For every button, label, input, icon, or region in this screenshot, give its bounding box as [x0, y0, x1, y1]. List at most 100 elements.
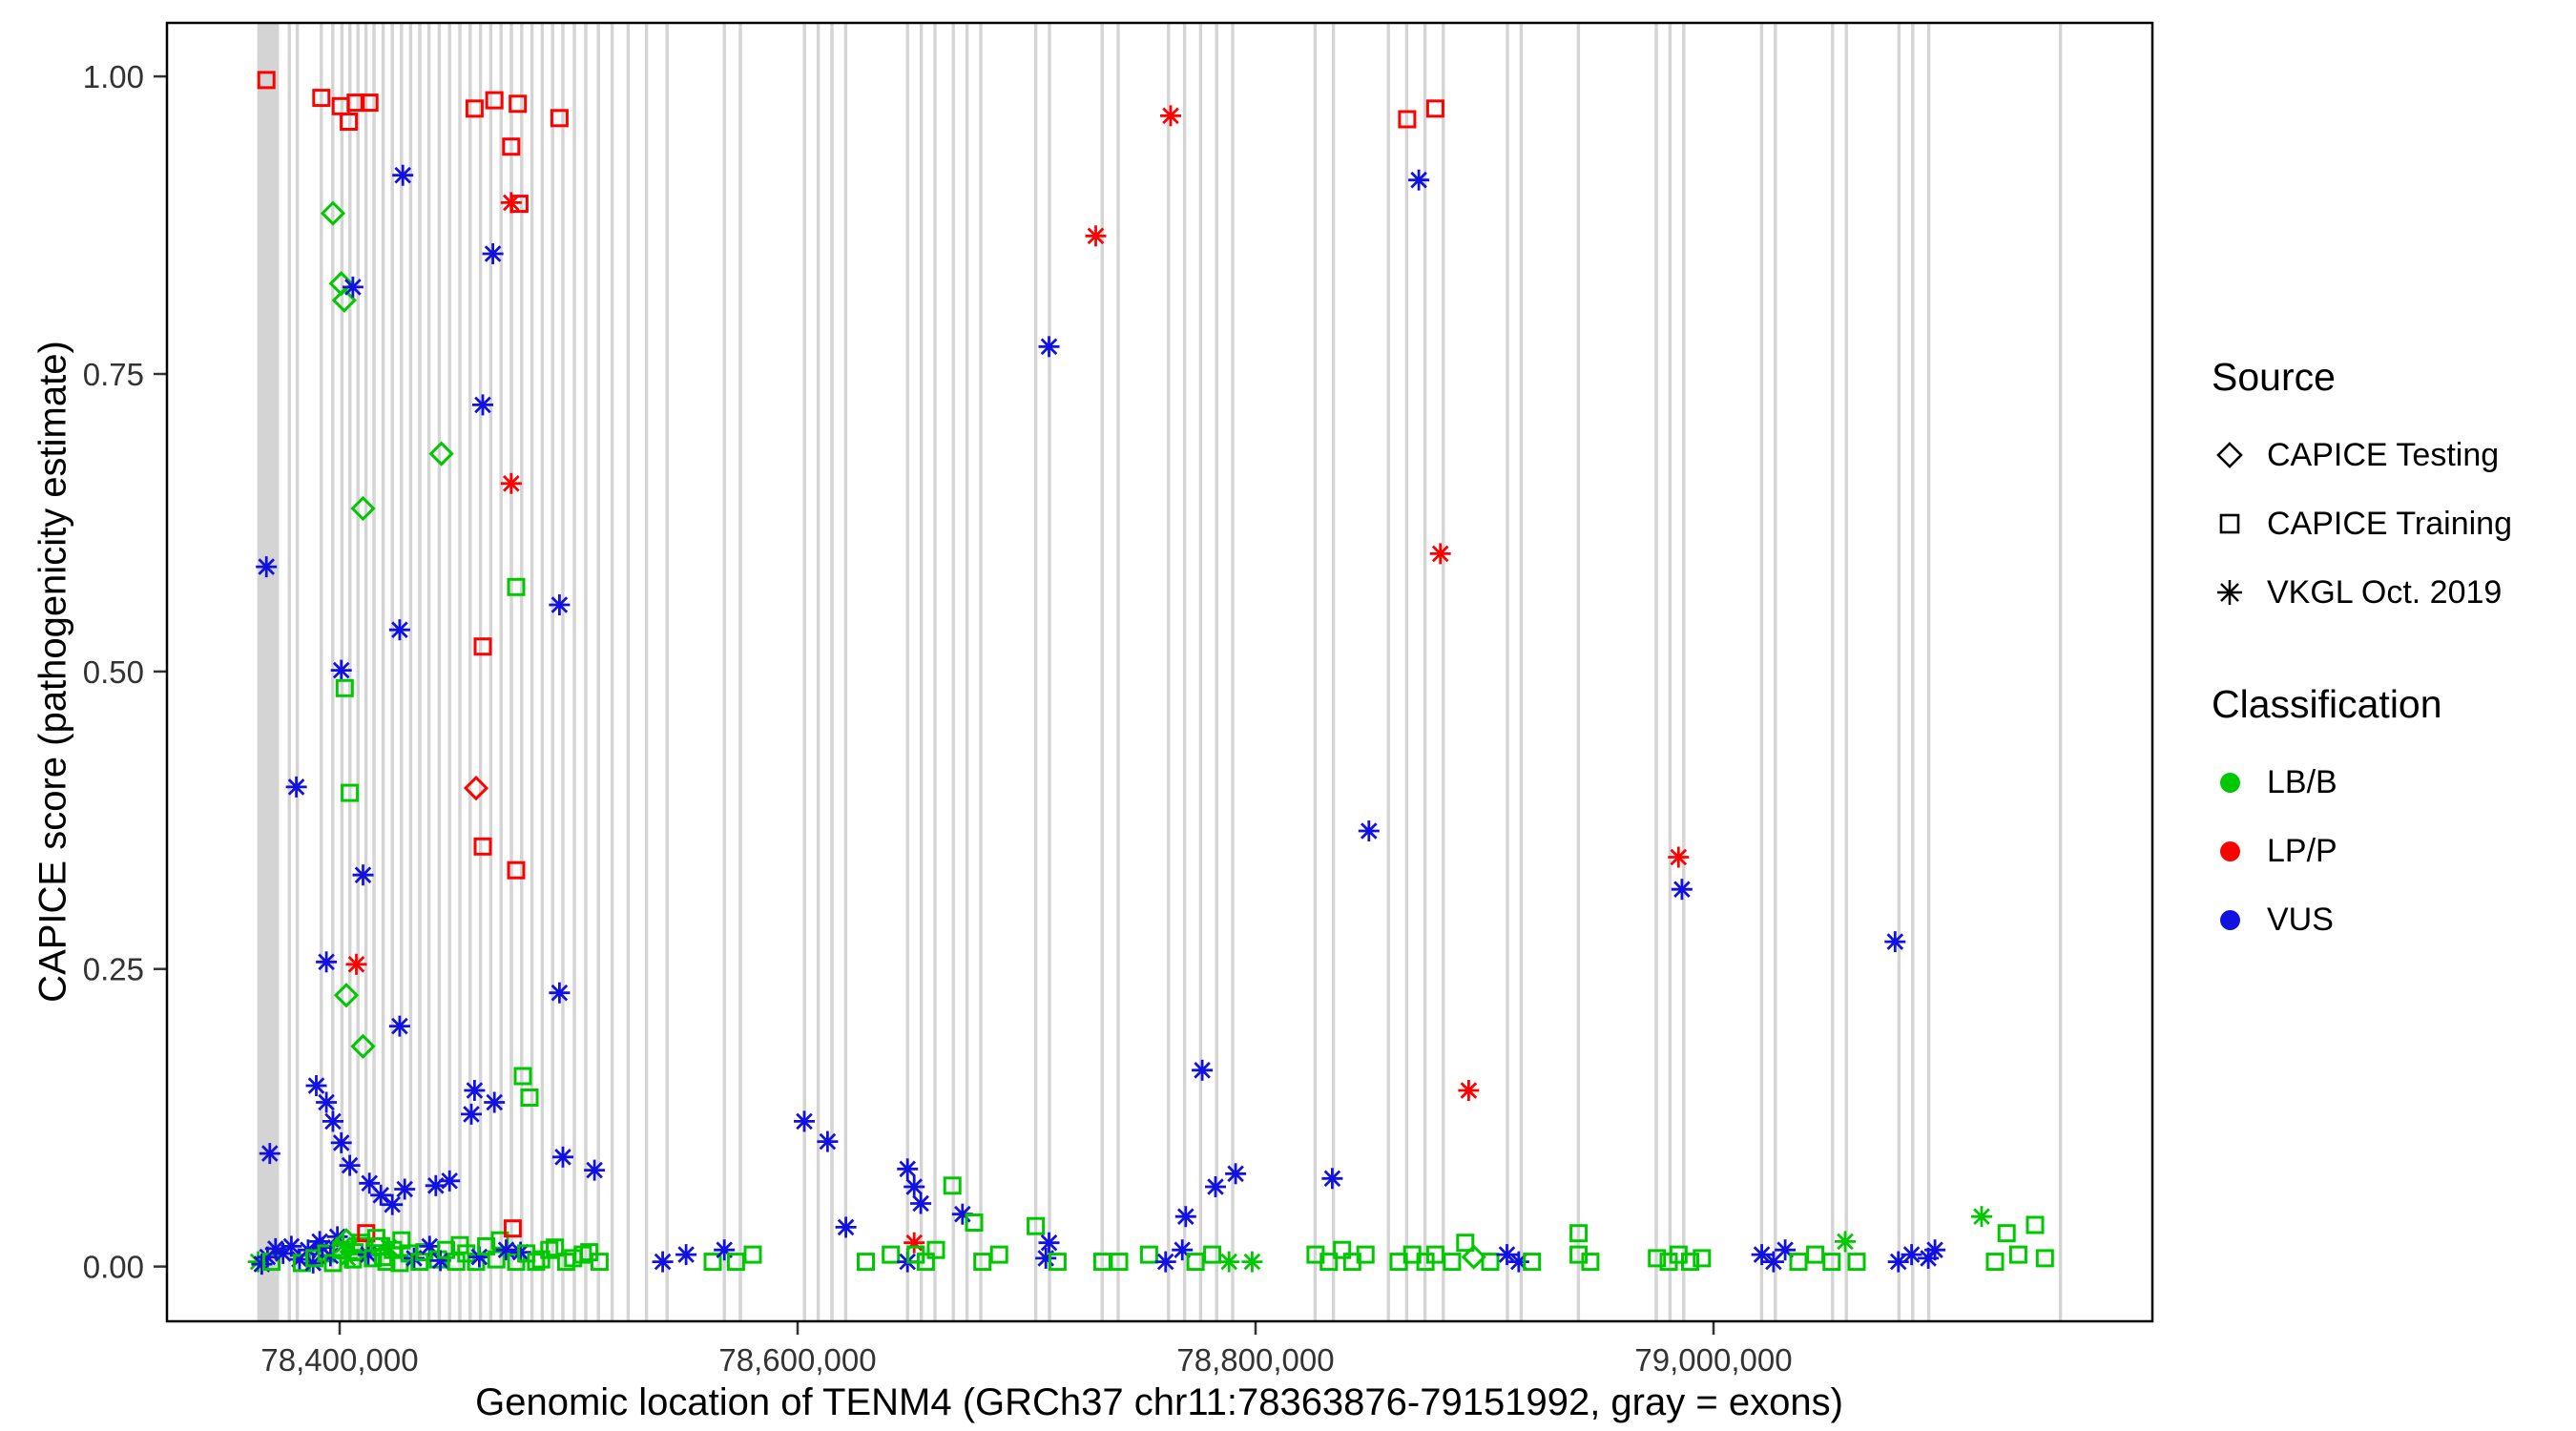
exon-band [1116, 23, 1120, 1321]
scatter-point-asterisk [392, 164, 414, 186]
exon-band [1844, 23, 1848, 1321]
scatter-point-square [473, 837, 492, 856]
scatter-point-asterisk [509, 1241, 531, 1263]
scatter-point-square [546, 1238, 565, 1257]
scatter-point-asterisk [345, 953, 367, 975]
scatter-point-asterisk [1884, 931, 1906, 953]
exon-band [1215, 23, 1218, 1321]
scatter-point-asterisk [339, 1154, 361, 1176]
scatter-point-diamond [350, 495, 376, 522]
exon-band [1759, 23, 1764, 1321]
scatter-point-asterisk [897, 1158, 919, 1180]
exon-band [372, 23, 376, 1321]
x-tick-label: 79,000,000 [1634, 1342, 1792, 1378]
legend-item-lpp: LP/P [2212, 817, 2512, 885]
exon-band [1576, 23, 1581, 1321]
scatter-point-square [703, 1253, 722, 1272]
scatter-point-square [916, 1253, 935, 1272]
scatter-point-square [590, 1253, 609, 1272]
exon-band [951, 23, 955, 1321]
scatter-point-asterisk [835, 1216, 857, 1238]
lbb-color-dot [2219, 772, 2240, 793]
scatter-point-asterisk [1458, 1080, 1480, 1101]
scatter-point-asterisk [305, 1075, 327, 1096]
scatter-point-diamond [320, 200, 346, 226]
scatter-point-square [965, 1213, 984, 1232]
x-tick-label: 78,600,000 [718, 1342, 876, 1378]
exon-band [1167, 23, 1171, 1321]
exon-band [1231, 23, 1235, 1321]
scatter-point-asterisk [330, 1131, 352, 1153]
scatter-point-asterisk [1172, 1239, 1194, 1261]
scatter-point-asterisk [552, 1146, 573, 1168]
exon-band [400, 23, 404, 1321]
scatter-point-asterisk [259, 1143, 280, 1165]
legend-item-vus: VUS [2212, 885, 2512, 954]
exon-band [1331, 23, 1336, 1321]
scatter-point-asterisk [482, 243, 504, 264]
scatter-point-asterisk [910, 1192, 932, 1214]
scatter-point-asterisk [675, 1244, 697, 1266]
scatter-point-asterisk [549, 594, 571, 615]
scatter-point-square [1425, 99, 1444, 118]
vus-color-dot [2219, 909, 2240, 930]
scatter-point-asterisk [322, 1110, 343, 1132]
square-icon [2212, 506, 2248, 542]
exon-band [965, 23, 969, 1321]
x-tick-label: 78,400,000 [260, 1342, 418, 1378]
scatter-point-asterisk [1668, 846, 1690, 868]
scatter-point-square [473, 637, 492, 656]
scatter-point-asterisk [256, 556, 278, 578]
scatter-point-asterisk [1205, 1176, 1226, 1197]
scatter-point-square [490, 1231, 509, 1250]
scatter-point-square [1693, 1249, 1712, 1268]
scatter-point-asterisk [352, 864, 374, 886]
scatter-point-square [346, 93, 365, 113]
scatter-point-asterisk [1321, 1168, 1343, 1190]
scatter-point-square [312, 89, 331, 108]
scatter-point-asterisk [1751, 1244, 1773, 1266]
scatter-point-asterisk [817, 1130, 839, 1152]
scatter-point-square [1203, 1245, 1222, 1264]
exon-band [830, 23, 834, 1321]
diamond-icon [2212, 437, 2248, 473]
exon-band [540, 23, 545, 1321]
scatter-point-square [580, 1243, 599, 1262]
scatter-point-square [341, 783, 360, 802]
exon-band [572, 23, 576, 1321]
exon-band [626, 23, 631, 1321]
scatter-point-square [1139, 1245, 1158, 1264]
exon-band [1682, 23, 1686, 1321]
exon-band [816, 23, 821, 1321]
scatter-point-asterisk [1671, 879, 1693, 901]
scatter-point-asterisk [1225, 1163, 1247, 1185]
exon-band [418, 23, 422, 1321]
exon-band [610, 23, 614, 1321]
scatter-point-square [926, 1240, 945, 1259]
exon-band [348, 23, 352, 1321]
scatter-point-square [1481, 1253, 1500, 1272]
exon-band [551, 23, 554, 1321]
exon-band [478, 23, 483, 1321]
exon-band [1926, 23, 1931, 1321]
scatter-point-asterisk [342, 276, 364, 298]
scatter-point-asterisk [495, 1239, 517, 1261]
exon-band [287, 23, 291, 1321]
exon-band [295, 23, 300, 1321]
exon-band [509, 23, 513, 1321]
scatter-point-asterisk [370, 1184, 392, 1206]
exon-band [1198, 23, 1203, 1321]
x-tick-label: 78,800,000 [1176, 1342, 1334, 1378]
scatter-point-asterisk [404, 1247, 425, 1269]
scatter-point-square [2008, 1245, 2027, 1264]
scatter-point-square [1523, 1253, 1542, 1272]
scatter-point-square [340, 113, 359, 131]
scatter-point-asterisk [584, 1159, 606, 1181]
scatter-point-asterisk [464, 1080, 486, 1101]
scatter-point-asterisk [1035, 1247, 1057, 1269]
scatter-point-asterisk [1192, 1059, 1214, 1081]
legend-item-label: CAPICE Testing [2267, 436, 2500, 473]
scatter-point-square [743, 1245, 762, 1264]
scatter-point-asterisk [1924, 1239, 1946, 1261]
